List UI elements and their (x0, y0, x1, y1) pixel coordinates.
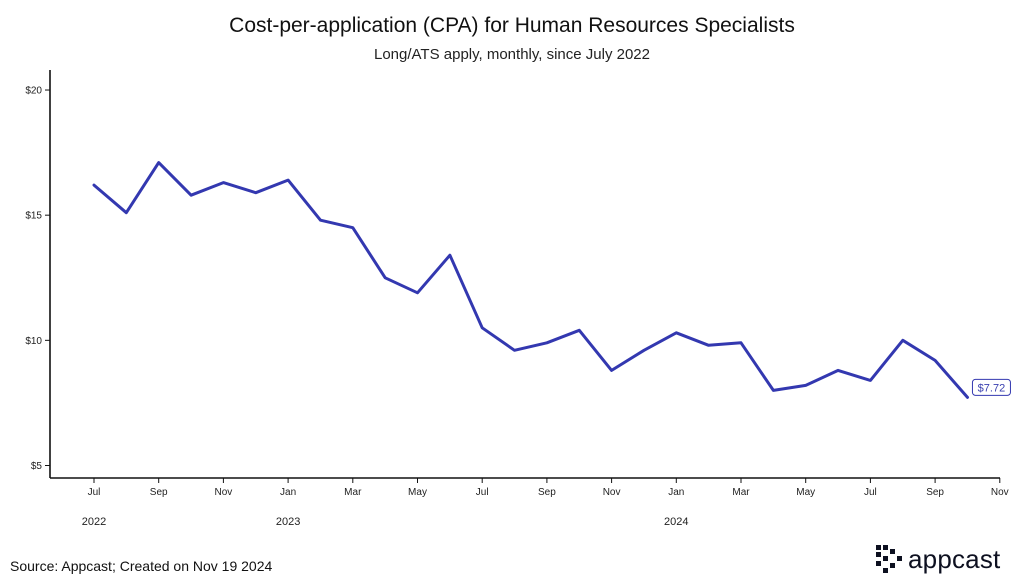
year-label: 2022 (82, 516, 106, 528)
year-label: 2024 (664, 516, 688, 528)
x-tick-label: Sep (538, 487, 556, 498)
line-chart: $5$10$15$20 Jul Sep Nov Jan Mar May Jul Sep Nov J… (25, 70, 1011, 528)
x-tick-label: Nov (991, 487, 1009, 498)
x-tick-label: May (408, 487, 427, 498)
x-tick-label: Jan (280, 487, 296, 498)
x-tick-label: Mar (344, 487, 362, 498)
appcast-logo: appcast (876, 542, 1000, 576)
chart-title: Cost-per-application (CPA) for Human Res… (229, 14, 795, 37)
end-label-box (971, 378, 1011, 396)
year-label: 2023 (276, 516, 300, 528)
source-note: Source: Appcast; Created on Nov 19 2024 (10, 558, 273, 574)
x-tick-label: Jan (668, 487, 684, 498)
y-tick-label: $5 (31, 461, 43, 472)
series-line (92, 161, 969, 399)
end-value-label: $7.72 (971, 378, 1011, 396)
y-tick-label: $10 (25, 336, 42, 347)
chart-subtitle: Long/ATS apply, monthly, since July 2022 (374, 46, 650, 63)
y-axis-ticks: $5 $10 $15 $20 (25, 86, 50, 472)
pixel-grid-icon (876, 545, 902, 573)
x-axis-ticks: Jul Sep Nov Jan Mar May Jul Sep Nov Jan Mar May Jul S… (88, 478, 1009, 498)
x-tick-label: Mar (732, 487, 750, 498)
logo-wordmark: appcast (908, 543, 1001, 574)
y-tick-label: $15 (25, 211, 42, 222)
y-tick-label: $20 (25, 86, 42, 97)
year-labels: 2022 2023 2024 (82, 516, 689, 528)
x-tick-label: Sep (150, 487, 168, 498)
x-tick-label: Nov (215, 487, 233, 498)
x-tick-label: Nov (603, 487, 621, 498)
end-label-text: $7.72 (978, 382, 1006, 394)
chart-axes (49, 70, 1000, 479)
x-tick-label: Jul (88, 487, 101, 498)
x-tick-label: May (796, 487, 815, 498)
x-tick-label: Sep (926, 487, 944, 498)
x-tick-label: Jul (476, 487, 489, 498)
series-layer (92, 161, 969, 399)
x-tick-label: Jul (864, 487, 877, 498)
